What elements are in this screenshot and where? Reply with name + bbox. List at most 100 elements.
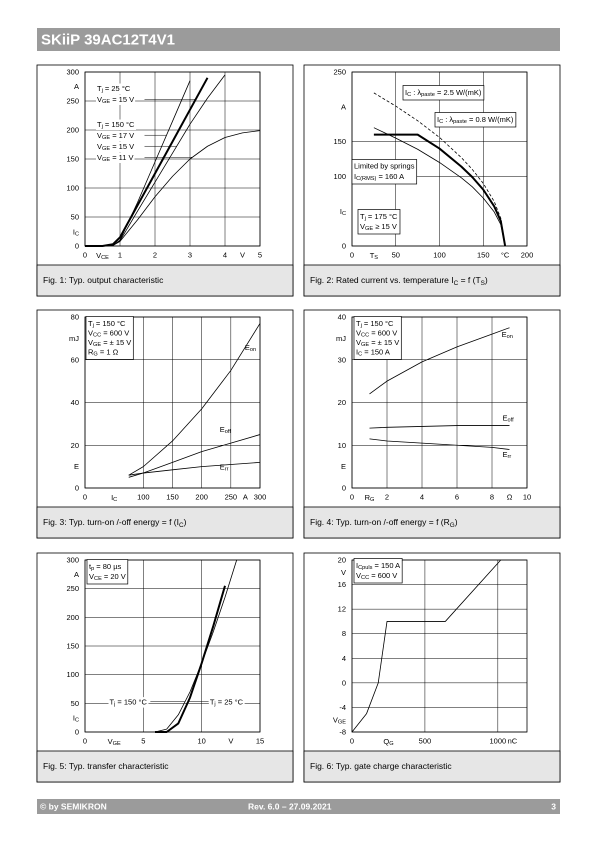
subscript: j <box>213 702 215 708</box>
subscript: rr <box>508 454 512 460</box>
text-part: I <box>356 347 358 356</box>
data-line <box>85 130 261 247</box>
x-tick-label: 5 <box>141 737 145 746</box>
footer-left: © by SEMIKRON <box>40 802 107 812</box>
y-tick-label: -8 <box>339 728 346 737</box>
subscript: GE <box>102 146 110 152</box>
x-tick-label: 8 <box>490 493 494 502</box>
note-text: Tj = 175 °C <box>360 212 398 223</box>
text-part: V <box>97 153 102 162</box>
note-text: Tj = 150 °C <box>88 319 126 330</box>
footer-bar <box>37 799 560 814</box>
y-tick-label: 0 <box>75 242 79 251</box>
figure-caption: Fig. 1: Typ. output characteristic <box>43 275 164 285</box>
subscript: GE <box>102 157 110 163</box>
subscript: p <box>91 566 94 572</box>
text-part: Q <box>383 737 389 746</box>
text-part: V <box>97 142 102 151</box>
text-part: V <box>108 737 113 746</box>
subscript: C <box>439 119 443 125</box>
note-text: Tj = 150 °C <box>356 319 394 330</box>
series-label: Err <box>503 449 512 460</box>
y-tick-label: 150 <box>66 642 79 651</box>
x-tick-label: 250 <box>225 493 238 502</box>
caption-bar <box>36 750 294 783</box>
note-box <box>353 558 403 584</box>
x-tick-label: 5 <box>258 251 262 260</box>
y-tick-label: 0 <box>75 484 79 493</box>
x-axis-unit: V <box>240 251 245 260</box>
text-part: V <box>97 95 102 104</box>
data-line <box>373 133 507 247</box>
x-axis-unit: °C <box>501 251 510 260</box>
subscript: j <box>101 88 103 94</box>
y-tick-label: 20 <box>338 556 346 565</box>
text-part: I <box>73 227 75 236</box>
subscript: G <box>389 741 393 747</box>
y-tick-label: 100 <box>66 670 79 679</box>
y-axis-label: E <box>341 462 346 471</box>
label-bg <box>96 119 136 130</box>
figure-panel: Fig. 1: Typ. output characteristic 0 1 2 3 4 5… <box>36 64 294 297</box>
text-part: = 150 °C <box>103 120 135 129</box>
subscript: j <box>101 124 103 130</box>
note-text: VCC = 600 V <box>356 571 397 582</box>
subscript: CE <box>101 255 109 261</box>
caption-bar <box>303 264 561 297</box>
note-text: VGE = 11 V <box>97 153 134 164</box>
y-tick-label: 12 <box>338 605 346 614</box>
text-part: T <box>88 319 93 328</box>
y-tick-label: 0 <box>342 678 346 687</box>
text-part: : λ <box>411 88 421 97</box>
y-axis-unit: A <box>341 102 346 111</box>
subscript: G <box>93 352 97 358</box>
text-part: I <box>73 713 75 722</box>
text-part: I <box>354 172 356 181</box>
text-part: Fig. 2: Rated current vs. temperature I <box>310 275 454 285</box>
text-part: = 17 V <box>110 131 134 140</box>
header-title: SKiiP 39AC12T4V1 <box>41 32 175 49</box>
note-box <box>402 85 485 101</box>
text-part: T <box>110 697 115 706</box>
x-tick-label: 6 <box>455 493 459 502</box>
note-text: Tj = 25 °C <box>97 84 131 95</box>
figure-caption: Fig. 2: Rated current vs. temperature IC… <box>310 275 488 287</box>
y-axis-unit: V <box>341 568 346 577</box>
text-part: = 80 µs <box>94 562 121 571</box>
label-bg <box>96 141 136 152</box>
text-part: I <box>437 115 439 124</box>
y-tick-label: 250 <box>66 97 79 106</box>
note-box <box>434 112 517 128</box>
subscript: C <box>407 92 411 98</box>
text-part: E <box>503 413 508 422</box>
subscript: paste <box>453 119 467 125</box>
x-tick-label: 2 <box>153 251 157 260</box>
y-tick-label: 250 <box>333 68 346 77</box>
subscript: CE <box>94 576 102 582</box>
panel-frame <box>303 64 561 297</box>
subscript: GE <box>365 226 373 232</box>
x-tick-label: 1 <box>118 251 122 260</box>
panel-frame <box>303 309 561 539</box>
y-axis-unit: mJ <box>336 334 346 343</box>
text-part: E <box>245 342 250 351</box>
y-tick-label: 4 <box>342 654 346 663</box>
text-part: Fig. 4: Typ. turn-on /-off energy = f (R <box>310 517 450 527</box>
x-axis-label: VGE <box>108 737 121 748</box>
y-tick-label: 0 <box>75 728 79 737</box>
plot-frame <box>351 71 528 247</box>
y-tick-label: 20 <box>338 398 346 407</box>
text-part: E <box>220 425 225 434</box>
text-part: = 160 A <box>376 172 404 181</box>
subscript: off <box>225 429 232 435</box>
y-tick-label: 0 <box>342 484 346 493</box>
subscript: CC <box>361 333 369 339</box>
x-tick-label: 0 <box>350 251 354 260</box>
x-tick-label: 150 <box>477 251 490 260</box>
x-axis-label: RG <box>365 493 375 504</box>
plot-frame <box>351 559 528 733</box>
data-line <box>128 323 261 476</box>
text-part: = 600 V <box>369 328 397 337</box>
subscript: C <box>113 497 117 503</box>
footer-center: Rev. 6.0 – 27.09.2021 <box>248 802 332 812</box>
